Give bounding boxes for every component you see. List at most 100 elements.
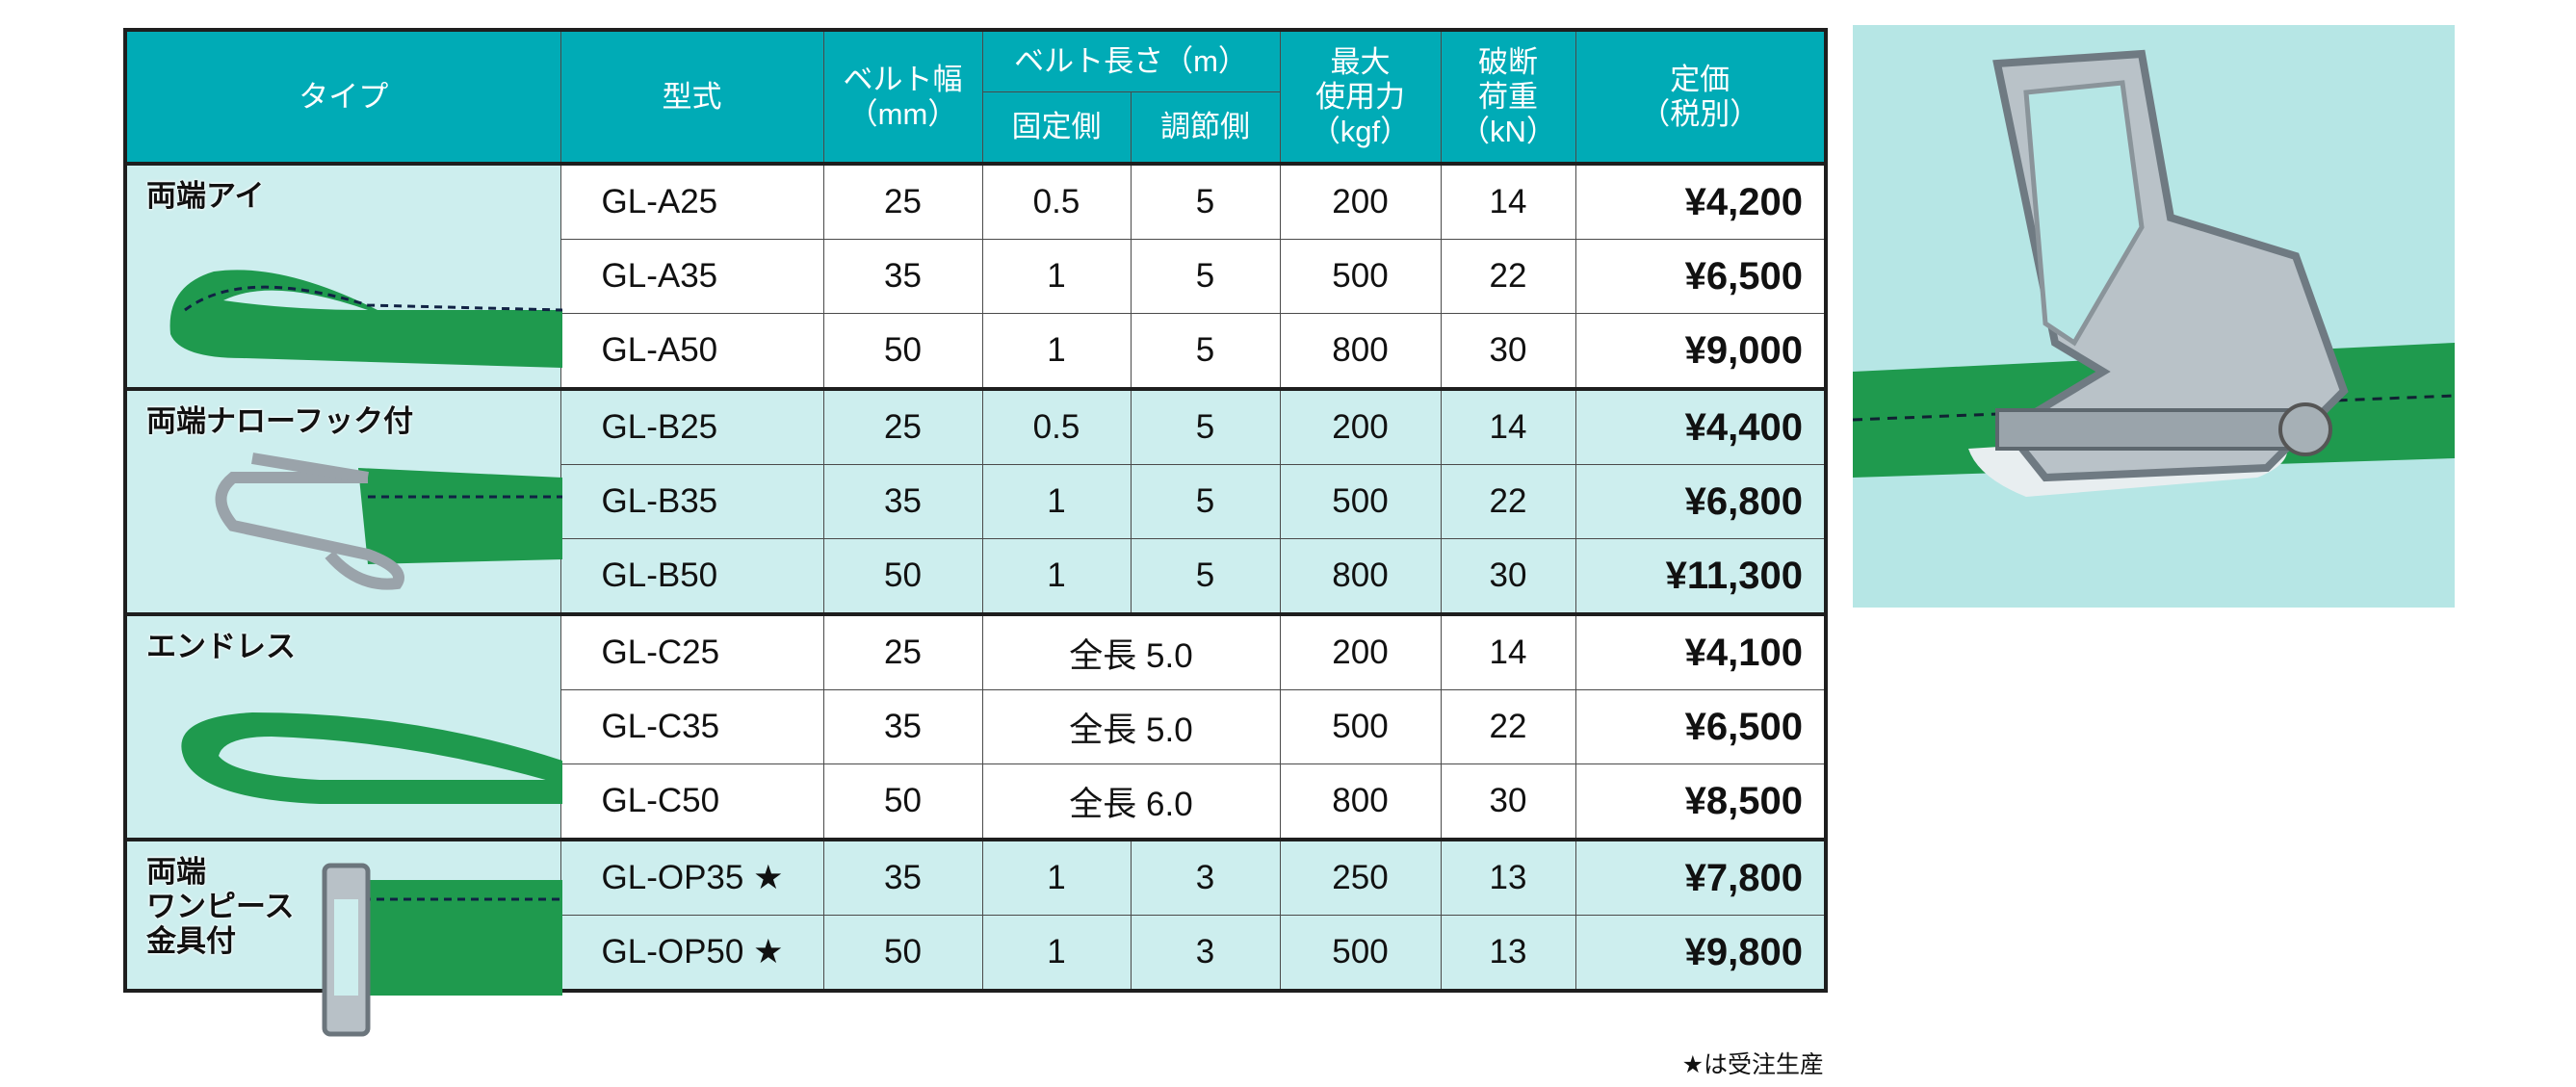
- break-load-cell: 22: [1440, 689, 1576, 764]
- break-load-cell: 13: [1440, 915, 1576, 992]
- belt-width-cell: 35: [822, 689, 983, 764]
- header-text: 破断: [1478, 44, 1538, 79]
- spec-table-body: 両端アイ GL-A25 25 0.5 5 200 14 ¥4,200 GL-A35 35 1 5 500…: [124, 162, 1827, 1037]
- header-belt-width: ベルト幅 （mm）: [822, 29, 983, 165]
- table-row: GL-A50 50 1 5 800 30 ¥9,000: [125, 313, 1827, 390]
- model-cell: GL-A35: [559, 239, 824, 314]
- table-row: GL-C50 50 全長 6.0 800 30 ¥8,500: [125, 763, 1827, 841]
- price-cell: ¥4,100: [1574, 612, 1827, 690]
- header-fixed-side: 固定側: [981, 91, 1132, 166]
- fixed-length-cell: 0.5: [981, 387, 1132, 465]
- header-adjust-side: 調節側: [1130, 91, 1281, 166]
- price-cell: ¥9,800: [1574, 915, 1827, 992]
- table-row: 両端アイ GL-A25 25 0.5 5 200 14 ¥4,200: [124, 162, 1827, 390]
- break-load-cell: 22: [1440, 464, 1576, 539]
- adjust-length-cell: 3: [1130, 915, 1281, 992]
- price-cell: ¥6,500: [1574, 239, 1827, 314]
- hook-strap-icon: [215, 453, 562, 590]
- max-force-cell: 800: [1279, 313, 1442, 390]
- fixed-length-cell: 1: [981, 915, 1132, 992]
- type-label: 両端ナローフック付: [146, 404, 414, 438]
- header-text: ベルト幅: [843, 62, 963, 96]
- max-force-cell: 500: [1279, 239, 1442, 314]
- fixed-length-cell: 0.5: [981, 162, 1132, 240]
- max-force-cell: 250: [1279, 838, 1442, 916]
- belt-width-cell: 50: [822, 915, 983, 992]
- total-length-cell: 全長 5.0: [981, 689, 1281, 764]
- belt-width-cell: 50: [822, 538, 983, 615]
- max-force-cell: 500: [1279, 689, 1442, 764]
- price-cell: ¥4,200: [1574, 162, 1827, 240]
- model-cell: GL-B50: [559, 538, 824, 615]
- model-cell: GL-OP50 ★: [559, 915, 824, 992]
- belt-width-cell: 35: [822, 838, 983, 916]
- fixed-length-cell: 1: [981, 464, 1132, 539]
- fixed-length-cell: 1: [981, 239, 1132, 314]
- break-load-cell: 30: [1440, 313, 1576, 390]
- eye-strap-icon: [169, 270, 562, 368]
- header-type: タイプ: [124, 29, 561, 165]
- total-length-cell: 全長 5.0: [981, 612, 1281, 690]
- table-row: 両端ナローフック付 GL-B25 25 0.5 5 200 14 ¥4,400: [124, 387, 1827, 615]
- adjust-length-cell: 5: [1130, 162, 1281, 240]
- break-load-cell: 13: [1440, 838, 1576, 916]
- model-cell: GL-C50: [559, 763, 824, 841]
- onepiece-strap-icon: [322, 863, 562, 1037]
- header-unit: （kgf）: [1310, 114, 1411, 148]
- type-cell: エンドレス: [124, 612, 562, 841]
- max-force-cell: 500: [1279, 464, 1442, 539]
- max-force-cell: 500: [1279, 915, 1442, 992]
- adjust-length-cell: 5: [1130, 313, 1281, 390]
- belt-width-cell: 35: [822, 464, 983, 539]
- price-cell: ¥11,300: [1574, 538, 1827, 615]
- model-cell: GL-A50: [559, 313, 824, 390]
- adjust-length-cell: 5: [1130, 464, 1281, 539]
- adjust-length-cell: 3: [1130, 838, 1281, 916]
- fixed-length-cell: 1: [981, 313, 1132, 390]
- belt-width-cell: 25: [822, 387, 983, 465]
- belt-width-cell: 35: [822, 239, 983, 314]
- ratchet-buckle-image: [1852, 49, 2456, 497]
- model-cell: GL-OP35 ★: [559, 838, 824, 916]
- fixed-length-cell: 1: [981, 838, 1132, 916]
- belt-width-cell: 25: [822, 612, 983, 690]
- header-unit: （kN）: [1460, 114, 1556, 148]
- break-load-cell: 14: [1440, 612, 1576, 690]
- model-cell: GL-B35: [559, 464, 824, 539]
- adjust-length-cell: 5: [1130, 387, 1281, 465]
- header-price: 定価 （税別）: [1574, 29, 1827, 165]
- price-cell: ¥4,400: [1574, 387, 1827, 465]
- max-force-cell: 800: [1279, 538, 1442, 615]
- model-cell: GL-B25: [559, 387, 824, 465]
- model-cell: GL-C25: [559, 612, 824, 690]
- max-force-cell: 800: [1279, 763, 1442, 841]
- table-row: 両端 ワンピース 金具付 GL-OP35 ★ 35 1 3 250 13 ¥7,800: [124, 838, 1827, 1037]
- header-break-load: 破断 荷重 （kN）: [1440, 29, 1576, 165]
- header-model: 型式: [559, 29, 824, 165]
- fixed-length-cell: 1: [981, 538, 1132, 615]
- belt-width-cell: 50: [822, 313, 983, 390]
- type-label: 両端 ワンピース 金具付: [146, 855, 295, 958]
- max-force-cell: 200: [1279, 387, 1442, 465]
- belt-width-cell: 50: [822, 763, 983, 841]
- type-cell: 両端アイ: [124, 162, 562, 390]
- table-row: GL-C35 35 全長 5.0 500 22 ¥6,500: [125, 689, 1827, 764]
- price-cell: ¥9,000: [1574, 313, 1827, 390]
- max-force-cell: 200: [1279, 162, 1442, 240]
- price-cell: ¥6,800: [1574, 464, 1827, 539]
- header-text: （税別）: [1640, 96, 1760, 131]
- spec-table: タイプ 型式 ベルト幅 （mm） ベルト長さ（m） 最大 使用力 （kgf） 破断 荷重…: [123, 28, 1828, 1037]
- header-belt-length: ベルト長さ（m）: [981, 29, 1281, 92]
- header-text: 最大: [1330, 44, 1391, 79]
- price-cell: ¥7,800: [1574, 838, 1827, 916]
- break-load-cell: 14: [1440, 387, 1576, 465]
- table-row: GL-B35 35 1 5 500 22 ¥6,800: [125, 464, 1827, 539]
- footnote: ★は受注生産: [1681, 1051, 1824, 1078]
- price-cell: ¥8,500: [1574, 763, 1827, 841]
- header-text: 使用力: [1315, 79, 1405, 114]
- header-unit: （mm）: [847, 96, 958, 131]
- header-text: 荷重: [1478, 79, 1538, 114]
- break-load-cell: 30: [1440, 538, 1576, 615]
- break-load-cell: 22: [1440, 239, 1576, 314]
- type-cell: 両端 ワンピース 金具付: [124, 838, 562, 1037]
